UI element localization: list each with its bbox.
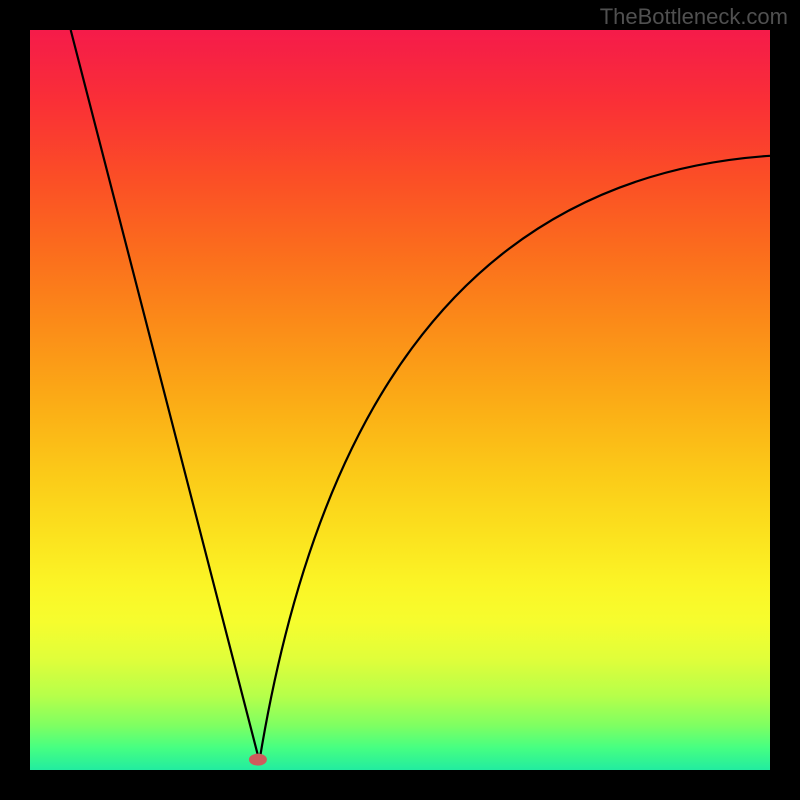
bottleneck-chart: TheBottleneck.com xyxy=(0,0,800,800)
optimum-marker xyxy=(249,754,267,766)
chart-svg xyxy=(0,0,800,800)
source-watermark: TheBottleneck.com xyxy=(600,4,788,30)
chart-background xyxy=(30,30,770,770)
